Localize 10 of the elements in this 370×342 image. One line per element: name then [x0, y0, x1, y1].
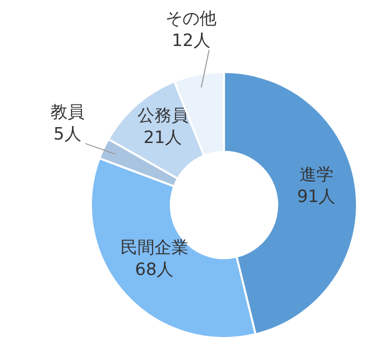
- slice-label: 公務員: [137, 106, 188, 126]
- data-label: 91人: [297, 186, 336, 207]
- slice-label: 進学: [299, 164, 334, 185]
- data-label: 5人: [53, 124, 82, 145]
- data-label: 21人: [143, 128, 182, 148]
- slice-label: 教員: [50, 102, 84, 123]
- slice-label: 民間企業: [120, 238, 188, 258]
- data-label: 68人: [135, 260, 174, 280]
- slice-label: その他: [166, 9, 217, 29]
- data-label: 12人: [172, 31, 210, 51]
